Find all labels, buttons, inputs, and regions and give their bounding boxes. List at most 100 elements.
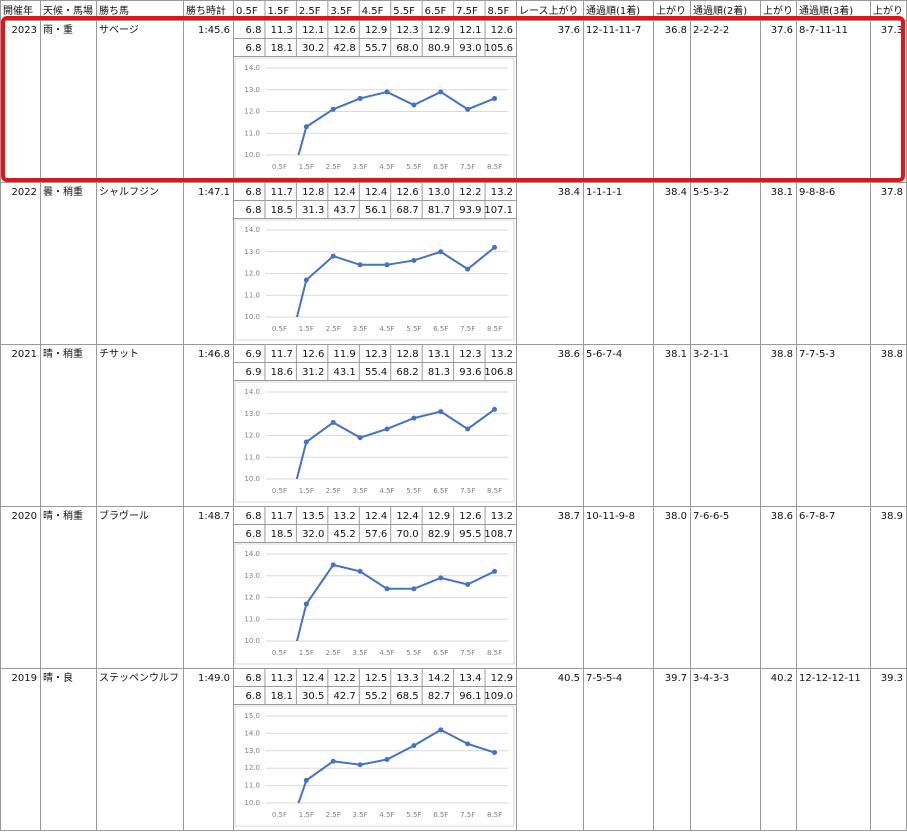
- cumulative-time: 31.2: [302, 367, 324, 378]
- lap-point: [303, 124, 309, 130]
- race-last: 40.5: [558, 673, 580, 684]
- lap-time: 6.8: [246, 25, 262, 36]
- x-tick-label: 4.5F: [379, 811, 394, 819]
- cumulative-time: 55.2: [365, 691, 387, 702]
- lap-chart: 10.0 11.0 12.0 13.0 14.0 0.5F 1.5F 2.5F 3.5F 4.5F…: [234, 219, 515, 341]
- y-tick-label: 14.0: [244, 550, 260, 558]
- last-time: 38.1: [771, 187, 793, 198]
- lap-point: [465, 266, 471, 272]
- last-time: 38.6: [771, 511, 793, 522]
- last-time: 39.3: [881, 673, 903, 684]
- lap-time: 13.2: [334, 511, 356, 522]
- header-cell: 上がり: [763, 4, 793, 17]
- cumulative-time: 81.3: [428, 367, 450, 378]
- passing-order: 5-5-3-2: [693, 187, 729, 198]
- lap-point: [438, 409, 444, 415]
- lap-point: [492, 244, 498, 250]
- x-tick-label: 4.5F: [379, 487, 394, 495]
- cumulative-time: 42.8: [334, 43, 356, 54]
- x-tick-label: 8.5F: [487, 325, 502, 333]
- lap-time: 12.9: [428, 511, 450, 522]
- passing-order: 12-12-12-11: [799, 673, 861, 684]
- time: 1:45.6: [198, 25, 230, 36]
- header-cell: 4.5F: [362, 6, 384, 17]
- lap-time: 12.9: [491, 673, 513, 684]
- lap-time: 13.2: [491, 187, 513, 198]
- x-tick-label: 3.5F: [353, 811, 368, 819]
- header-cell: 上がり: [873, 4, 903, 17]
- lap-time: 12.6: [491, 25, 513, 36]
- y-tick-label: 13.0: [244, 86, 260, 94]
- race-last: 38.4: [558, 187, 580, 198]
- y-tick-label: 11.0: [244, 453, 260, 461]
- chart-area: [234, 543, 515, 665]
- lap-point: [330, 106, 336, 112]
- lap-point: [492, 406, 498, 412]
- lap-time: 6.8: [246, 673, 262, 684]
- x-tick-label: 5.5F: [406, 325, 421, 333]
- header-cell: 2.5F: [299, 6, 321, 17]
- x-tick-label: 5.5F: [406, 649, 421, 657]
- y-tick-label: 14.0: [244, 388, 260, 396]
- chart-area: [234, 381, 515, 503]
- header-cell: 1.5F: [267, 6, 289, 17]
- time: 1:47.1: [198, 187, 230, 198]
- lap-point: [492, 95, 498, 101]
- lap-time: 6.9: [246, 349, 262, 360]
- cumulative-time: 68.0: [396, 43, 418, 54]
- cumulative-time: 30.5: [302, 691, 324, 702]
- time: 1:49.0: [198, 673, 230, 684]
- winner: シャルフジン: [99, 187, 159, 198]
- cumulative-time: 68.7: [396, 205, 418, 216]
- lap-time: 12.3: [365, 349, 387, 360]
- x-tick-label: 5.5F: [406, 487, 421, 495]
- condition: 晴・稍重: [43, 509, 83, 522]
- cumulative-time: 42.7: [334, 691, 356, 702]
- x-tick-label: 1.5F: [299, 325, 314, 333]
- cumulative-time: 93.9: [459, 205, 481, 216]
- cumulative-time: 32.0: [302, 529, 324, 540]
- last-time: 38.8: [771, 349, 793, 360]
- cumulative-time: 55.7: [365, 43, 387, 54]
- cumulative-time: 55.4: [365, 367, 387, 378]
- lap-time: 11.7: [271, 187, 293, 198]
- x-tick-label: 6.5F: [433, 163, 448, 171]
- y-tick-label: 10.0: [244, 151, 260, 159]
- header-cell: 通過順(2着): [693, 4, 747, 17]
- header-cell: 通過順(3着): [799, 4, 853, 17]
- cumulative-time: 43.7: [334, 205, 356, 216]
- x-tick-label: 6.5F: [433, 487, 448, 495]
- lap-chart: 10.0 11.0 12.0 13.0 14.0 15.0 0.5F 1.5F 2.5F 3.5F…: [234, 705, 515, 827]
- x-tick-label: 8.5F: [487, 163, 502, 171]
- race-last: 38.7: [558, 511, 580, 522]
- y-tick-label: 12.0: [244, 108, 260, 116]
- chart-area: [234, 57, 515, 179]
- lap-point: [357, 762, 363, 768]
- y-tick-label: 13.0: [244, 410, 260, 418]
- highlight-box: [1, 16, 905, 182]
- lap-point: [303, 439, 309, 445]
- x-tick-label: 7.5F: [460, 649, 475, 657]
- passing-order: 9-8-8-6: [799, 187, 835, 198]
- last-time: 36.8: [665, 25, 687, 36]
- lap-point: [330, 419, 336, 425]
- cumulative-time: 18.1: [271, 43, 293, 54]
- lap-point: [330, 253, 336, 259]
- lap-point: [357, 435, 363, 441]
- header-cell: 7.5F: [456, 6, 478, 17]
- x-tick-label: 2.5F: [326, 487, 341, 495]
- y-tick-label: 14.0: [244, 64, 260, 72]
- lap-point: [411, 743, 417, 749]
- lap-point: [492, 750, 498, 756]
- lap-time: 13.5: [302, 511, 324, 522]
- y-tick-label: 11.0: [244, 615, 260, 623]
- lap-time: 13.0: [428, 187, 450, 198]
- passing-order: 1-1-1-1: [586, 187, 622, 198]
- winner: サベージ: [99, 24, 139, 36]
- x-tick-label: 7.5F: [460, 163, 475, 171]
- year: 2023: [12, 25, 37, 36]
- lap-time: 12.2: [459, 187, 481, 198]
- winner: チサット: [99, 348, 139, 360]
- year: 2022: [12, 187, 37, 198]
